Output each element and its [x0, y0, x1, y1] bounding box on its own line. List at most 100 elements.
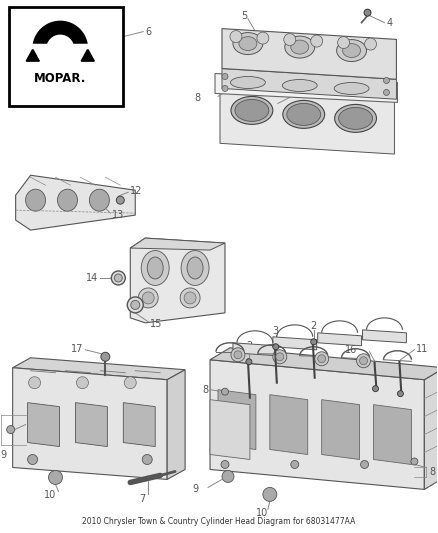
Ellipse shape: [287, 103, 321, 125]
Circle shape: [222, 85, 228, 92]
Polygon shape: [124, 402, 155, 447]
Text: 13: 13: [112, 210, 124, 220]
Ellipse shape: [285, 36, 314, 58]
Circle shape: [384, 90, 389, 95]
Circle shape: [231, 348, 245, 362]
Circle shape: [257, 32, 269, 44]
Polygon shape: [273, 337, 317, 350]
Ellipse shape: [187, 257, 203, 279]
Text: 1: 1: [371, 77, 378, 87]
Polygon shape: [167, 370, 185, 480]
Circle shape: [28, 455, 38, 464]
Polygon shape: [81, 50, 94, 61]
Circle shape: [357, 354, 371, 368]
Text: 4: 4: [386, 18, 392, 28]
Ellipse shape: [239, 37, 257, 51]
Circle shape: [276, 353, 284, 361]
Polygon shape: [33, 21, 88, 44]
Polygon shape: [130, 238, 225, 323]
Ellipse shape: [230, 77, 265, 88]
Circle shape: [372, 386, 378, 392]
Circle shape: [338, 37, 350, 49]
Ellipse shape: [337, 39, 367, 61]
Ellipse shape: [291, 40, 309, 54]
Circle shape: [311, 35, 323, 47]
Polygon shape: [222, 29, 396, 79]
Polygon shape: [210, 360, 424, 489]
Text: 8: 8: [194, 93, 200, 103]
Polygon shape: [424, 368, 438, 489]
Circle shape: [114, 274, 122, 282]
Ellipse shape: [25, 189, 46, 211]
Polygon shape: [26, 50, 39, 61]
Text: 9: 9: [192, 484, 198, 495]
Ellipse shape: [141, 251, 169, 286]
Ellipse shape: [339, 108, 372, 130]
Text: 10: 10: [44, 490, 57, 500]
Polygon shape: [210, 348, 438, 379]
Circle shape: [273, 344, 279, 350]
Circle shape: [230, 30, 242, 43]
Circle shape: [284, 34, 296, 46]
Circle shape: [49, 471, 63, 484]
Text: 2: 2: [311, 321, 317, 331]
Polygon shape: [13, 368, 167, 480]
Circle shape: [184, 292, 196, 304]
Circle shape: [7, 425, 14, 433]
Polygon shape: [75, 402, 107, 447]
Circle shape: [142, 292, 154, 304]
Ellipse shape: [181, 251, 209, 286]
Circle shape: [222, 74, 228, 79]
Text: 17: 17: [71, 344, 83, 354]
Circle shape: [138, 288, 158, 308]
Circle shape: [273, 350, 287, 364]
Text: 10: 10: [256, 508, 268, 519]
Polygon shape: [215, 74, 397, 102]
Text: 12: 12: [130, 186, 143, 196]
Ellipse shape: [235, 100, 269, 122]
Circle shape: [364, 9, 371, 16]
Polygon shape: [363, 330, 406, 343]
Circle shape: [360, 357, 367, 365]
Circle shape: [77, 377, 88, 389]
Circle shape: [311, 339, 317, 345]
Polygon shape: [28, 402, 60, 447]
Circle shape: [411, 458, 418, 465]
Ellipse shape: [89, 189, 110, 211]
Polygon shape: [16, 175, 135, 230]
Circle shape: [28, 377, 41, 389]
Text: 9: 9: [1, 449, 7, 459]
Ellipse shape: [231, 96, 273, 124]
Circle shape: [291, 461, 299, 469]
Circle shape: [384, 77, 389, 84]
Text: 5: 5: [241, 11, 247, 21]
Circle shape: [180, 288, 200, 308]
Polygon shape: [220, 88, 395, 154]
Text: 2: 2: [246, 341, 252, 351]
Text: 15: 15: [150, 319, 162, 329]
Polygon shape: [233, 343, 277, 356]
Circle shape: [360, 461, 368, 469]
Ellipse shape: [283, 79, 317, 92]
Circle shape: [318, 355, 326, 363]
Ellipse shape: [283, 100, 325, 128]
Text: 14: 14: [86, 273, 99, 283]
Polygon shape: [130, 238, 225, 250]
Circle shape: [246, 359, 252, 365]
Text: 8: 8: [429, 467, 435, 478]
Circle shape: [364, 38, 377, 50]
Text: 3: 3: [273, 326, 279, 336]
Text: 11: 11: [417, 344, 429, 354]
Text: 2010 Chrysler Town & Country Cylinder Head Diagram for 68031477AA: 2010 Chrysler Town & Country Cylinder He…: [82, 518, 356, 526]
Circle shape: [234, 351, 242, 359]
Circle shape: [142, 455, 152, 464]
Circle shape: [263, 487, 277, 502]
Ellipse shape: [343, 44, 360, 58]
Circle shape: [127, 297, 143, 313]
Text: 8: 8: [202, 385, 208, 394]
Circle shape: [111, 271, 125, 285]
Circle shape: [222, 471, 234, 482]
Ellipse shape: [335, 104, 377, 132]
Circle shape: [131, 301, 140, 309]
Polygon shape: [374, 405, 411, 464]
